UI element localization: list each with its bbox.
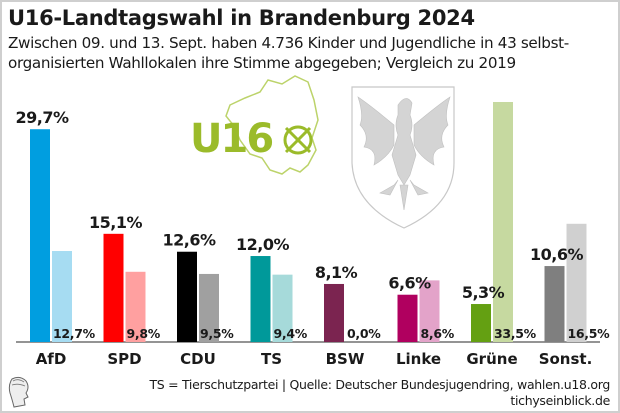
category-label: Linke [396, 350, 441, 368]
category-label: Grüne [466, 350, 517, 368]
value-label-2024: 12,0% [236, 235, 289, 254]
bar-2019-cdu [199, 273, 219, 342]
chart-subtitle: Zwischen 09. und 13. Sept. haben 4.736 K… [8, 34, 569, 72]
footer-site: tichyseinblick.de [510, 393, 610, 408]
value-label-2019: 0,0% [347, 326, 381, 341]
bar-2019-grne [493, 102, 513, 342]
value-label-2024: 10,6% [530, 245, 583, 264]
chart-title: U16-Landtagswahl in Brandenburg 2024 [8, 6, 475, 30]
value-label-2019: 9,8% [127, 326, 161, 341]
category-label: BSW [326, 350, 365, 368]
ballot-cross-icon [283, 125, 313, 155]
value-label-2024: 5,3% [462, 283, 505, 302]
category-label: Sonst. [539, 350, 593, 368]
bar-2019-ts [272, 274, 293, 342]
brandenburg-outline-icon [225, 75, 319, 175]
bar-2019-afd [52, 251, 72, 342]
u16-logo: U16 [190, 75, 319, 175]
value-label-2019: 9,5% [200, 326, 234, 341]
category-label: CDU [180, 350, 216, 368]
value-label-2019: 12,7% [53, 326, 96, 341]
value-label-2024: 29,7% [15, 108, 68, 127]
category-label: TS [261, 350, 282, 368]
brandenburg-eagle-crest-icon [351, 86, 455, 229]
bar-2019-spd [125, 271, 146, 342]
value-label-2019: 8,6% [421, 326, 455, 341]
bar-2024-bsw [324, 283, 344, 342]
bar-2024-afd [30, 129, 50, 342]
bar-2024-grne [471, 304, 491, 342]
category-label: AfD [36, 350, 67, 368]
value-label-2024: 12,6% [162, 231, 215, 250]
bar-2019-linke [419, 280, 440, 342]
value-label-2019: 33,5% [494, 326, 537, 341]
tichy-head-icon [8, 376, 29, 408]
bar-2024-sonst [544, 266, 565, 342]
bar-2024-ts [250, 256, 271, 342]
bar-2024-cdu [177, 251, 197, 342]
category-label: SPD [107, 350, 141, 368]
bar-2019-sonst [566, 223, 587, 342]
value-label-2019: 16,5% [568, 326, 611, 341]
footer-source: TS = Tierschutzpartei | Quelle: Deutsche… [149, 377, 610, 392]
value-label-2024: 15,1% [89, 213, 142, 232]
value-label-2024: 8,1% [315, 263, 358, 282]
value-label-2024: 6,6% [388, 274, 431, 293]
value-label-2019: 9,4% [274, 326, 308, 341]
bar-2024-linke [397, 294, 418, 342]
bar-2024-spd [103, 233, 124, 342]
u16-logo-text: U16 [190, 116, 272, 162]
